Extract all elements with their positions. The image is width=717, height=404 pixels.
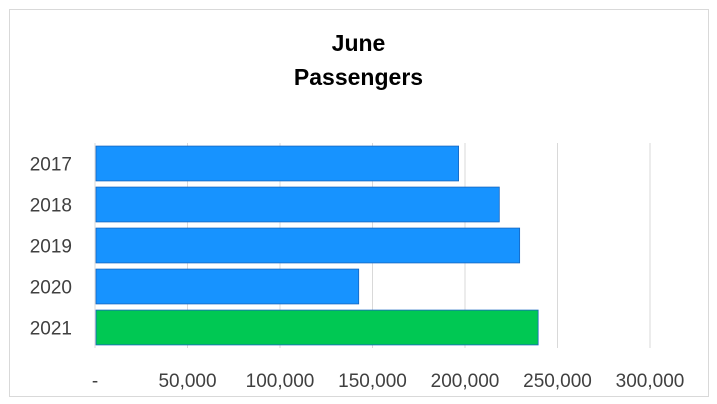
bar-2019 bbox=[95, 227, 521, 264]
x-tick-label-0: - bbox=[92, 371, 98, 392]
category-label-2021: 2021 bbox=[30, 319, 72, 340]
bar-2017 bbox=[95, 145, 460, 182]
category-label-2017: 2017 bbox=[30, 155, 72, 176]
bar-2020 bbox=[95, 268, 360, 305]
chart-title-line-2: Passengers bbox=[293, 64, 424, 90]
category-label-2020: 2020 bbox=[30, 278, 72, 299]
category-label-2018: 2018 bbox=[30, 196, 72, 217]
category-label-2019: 2019 bbox=[30, 237, 72, 258]
bar-2021 bbox=[95, 309, 539, 346]
x-tick-label-1: 50,000 bbox=[158, 371, 216, 392]
x-tick-label-3: 150,000 bbox=[338, 371, 407, 392]
chart-title-line-1: June bbox=[331, 30, 386, 56]
bar-2018 bbox=[95, 186, 500, 223]
x-tick-label-2: 100,000 bbox=[246, 371, 315, 392]
x-tick-label-6: 300,000 bbox=[616, 371, 685, 392]
chart-title: June Passengers bbox=[0, 26, 717, 94]
x-tick-label-4: 200,000 bbox=[431, 371, 500, 392]
x-tick-label-5: 250,000 bbox=[523, 371, 592, 392]
